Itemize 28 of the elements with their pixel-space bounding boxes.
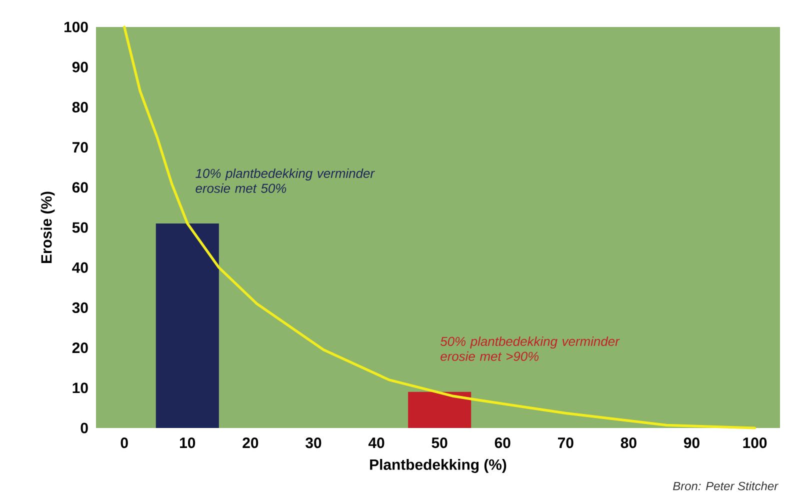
x-axis-title: Plantbedekking (%) bbox=[370, 458, 506, 473]
annotation: 10% plantbedekking verminder erosie met 50% bbox=[196, 168, 375, 193]
x-tick-label: 30 bbox=[306, 438, 322, 448]
y-tick-label: 50 bbox=[72, 222, 88, 233]
x-tick-label: 70 bbox=[558, 438, 574, 448]
y-axis-title: Erosie (%) bbox=[40, 192, 55, 264]
x-tick-label: 60 bbox=[494, 438, 510, 448]
text: Bron: Peter Stitcher bbox=[673, 482, 778, 490]
y-tick-label: 90 bbox=[72, 62, 88, 72]
x-tick-label: 10 bbox=[180, 438, 196, 448]
y-tick-label: 80 bbox=[72, 102, 88, 112]
annotation: 50% plantbedekking verminder erosie met >90% bbox=[440, 336, 620, 361]
line-series bbox=[123, 26, 756, 430]
y-tick-label: 0 bbox=[80, 422, 88, 434]
x-tick-label: 50 bbox=[432, 438, 448, 448]
x-tick-label: 100 bbox=[743, 438, 767, 448]
x-tick-label: 20 bbox=[242, 438, 258, 448]
x-tick-label: 90 bbox=[684, 438, 700, 448]
x-tick-label: 80 bbox=[620, 438, 636, 448]
y-tick-label: 70 bbox=[72, 142, 88, 153]
y-tick-label: 10 bbox=[72, 382, 88, 394]
y-tick-label: 60 bbox=[72, 182, 88, 193]
y-tick-label: 20 bbox=[72, 342, 88, 354]
y-tick-label: 30 bbox=[72, 302, 88, 314]
x-tick-label: 40 bbox=[368, 438, 384, 448]
y-tick-label: 100 bbox=[64, 22, 88, 32]
x-tick-label: 0 bbox=[120, 438, 128, 448]
y-tick-label: 40 bbox=[72, 262, 88, 273]
